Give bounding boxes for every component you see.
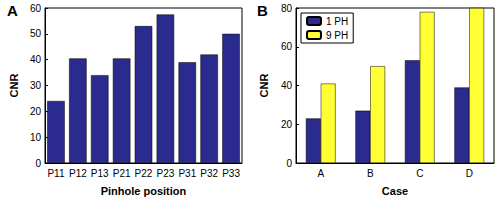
- svg-text:0: 0: [35, 158, 41, 169]
- svg-text:P23: P23: [156, 168, 174, 179]
- svg-text:P31: P31: [178, 168, 196, 179]
- svg-text:80: 80: [281, 3, 293, 14]
- svg-text:P32: P32: [200, 168, 218, 179]
- svg-text:CNR: CNR: [8, 74, 20, 98]
- svg-text:40: 40: [30, 54, 42, 65]
- svg-text:P33: P33: [222, 168, 240, 179]
- svg-text:40: 40: [281, 80, 293, 91]
- svg-text:P13: P13: [91, 168, 109, 179]
- svg-text:P12: P12: [69, 168, 87, 179]
- svg-text:Case: Case: [382, 185, 408, 197]
- svg-text:A: A: [7, 2, 18, 19]
- svg-text:20: 20: [30, 106, 42, 117]
- svg-text:B: B: [257, 2, 268, 19]
- svg-text:C: C: [416, 168, 423, 179]
- svg-text:60: 60: [30, 3, 42, 14]
- svg-text:30: 30: [30, 80, 42, 91]
- svg-text:P21: P21: [113, 168, 131, 179]
- svg-text:10: 10: [30, 132, 42, 143]
- svg-text:60: 60: [281, 41, 293, 52]
- svg-text:P11: P11: [47, 168, 64, 179]
- svg-text:50: 50: [30, 28, 42, 39]
- svg-text:20: 20: [281, 119, 293, 130]
- svg-text:P22: P22: [135, 168, 153, 179]
- svg-text:Pinhole position: Pinhole position: [101, 185, 187, 197]
- svg-text:B: B: [367, 168, 374, 179]
- svg-text:D: D: [466, 168, 473, 179]
- svg-text:CNR: CNR: [258, 74, 270, 98]
- svg-text:A: A: [317, 168, 324, 179]
- svg-text:1 PH: 1 PH: [326, 16, 348, 27]
- svg-text:9 PH: 9 PH: [326, 30, 348, 41]
- svg-text:0: 0: [286, 158, 292, 169]
